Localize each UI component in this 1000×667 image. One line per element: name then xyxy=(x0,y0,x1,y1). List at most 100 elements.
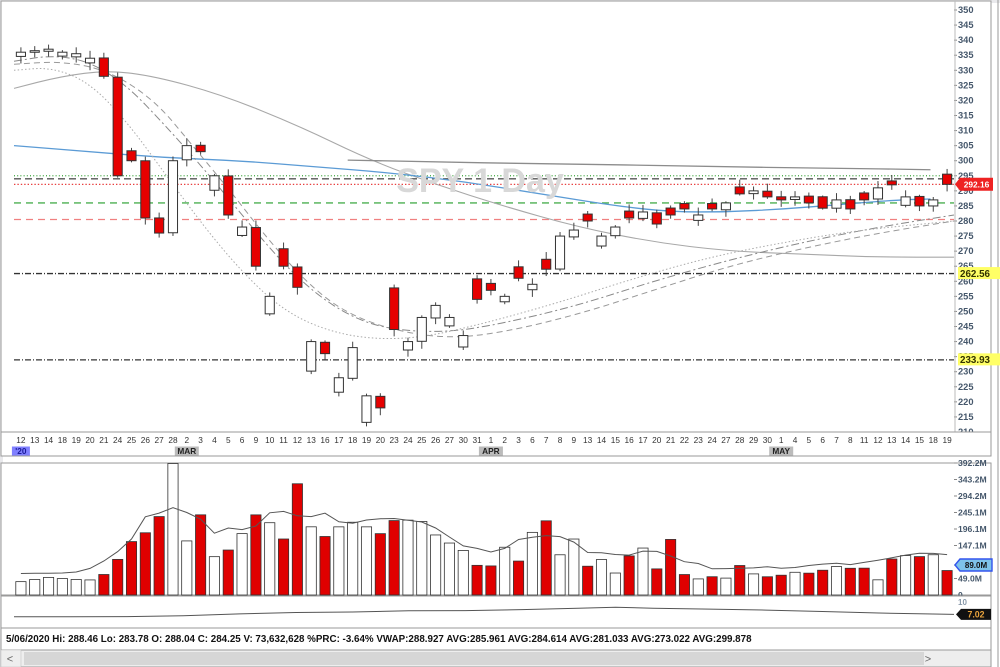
svg-text:1: 1 xyxy=(779,435,784,445)
svg-text:6: 6 xyxy=(820,435,825,445)
svg-text:196.1M: 196.1M xyxy=(958,524,987,534)
svg-text:30: 30 xyxy=(763,435,773,445)
svg-text:'20: '20 xyxy=(15,446,27,456)
svg-text:17: 17 xyxy=(334,435,344,445)
svg-text:9: 9 xyxy=(254,435,259,445)
svg-text:14: 14 xyxy=(44,435,54,445)
svg-text:240: 240 xyxy=(958,337,974,347)
svg-text:4: 4 xyxy=(212,435,217,445)
svg-text:29: 29 xyxy=(749,435,759,445)
svg-text:18: 18 xyxy=(929,435,939,445)
svg-text:285: 285 xyxy=(958,201,974,211)
svg-text:8: 8 xyxy=(558,435,563,445)
svg-text:15: 15 xyxy=(915,435,925,445)
svg-text:3: 3 xyxy=(198,435,203,445)
svg-text:18: 18 xyxy=(58,435,68,445)
svg-text:13: 13 xyxy=(583,435,593,445)
svg-text:245: 245 xyxy=(958,322,974,332)
svg-text:225: 225 xyxy=(958,382,974,392)
svg-text:392.2M: 392.2M xyxy=(958,458,987,468)
svg-text:4: 4 xyxy=(793,435,798,445)
svg-text:7: 7 xyxy=(544,435,549,445)
svg-text:89.0M: 89.0M xyxy=(965,561,988,570)
svg-text:18: 18 xyxy=(348,435,358,445)
svg-text:233.93: 233.93 xyxy=(960,355,991,366)
svg-text:25: 25 xyxy=(417,435,427,445)
svg-text:20: 20 xyxy=(652,435,662,445)
svg-text:262.56: 262.56 xyxy=(960,269,991,280)
svg-text:20: 20 xyxy=(376,435,386,445)
svg-text:22: 22 xyxy=(680,435,690,445)
svg-text:15: 15 xyxy=(611,435,621,445)
svg-text:31: 31 xyxy=(472,435,482,445)
svg-text:5/06/2020 Hi: 288.46 Lo: 2: 5/06/2020 Hi: 288.46 Lo: 283.78 O: 288.0… xyxy=(6,634,752,645)
svg-text:19: 19 xyxy=(72,435,82,445)
svg-text:6: 6 xyxy=(530,435,535,445)
svg-text:3: 3 xyxy=(516,435,521,445)
svg-text:13: 13 xyxy=(307,435,317,445)
svg-text:APR: APR xyxy=(482,446,500,456)
svg-text:16: 16 xyxy=(320,435,330,445)
svg-text:2: 2 xyxy=(184,435,189,445)
svg-text:340: 340 xyxy=(958,35,974,45)
svg-text:5: 5 xyxy=(226,435,231,445)
svg-text:21: 21 xyxy=(666,435,676,445)
svg-text:343.2M: 343.2M xyxy=(958,474,987,484)
svg-text:294.2M: 294.2M xyxy=(958,491,987,501)
svg-text:10: 10 xyxy=(265,435,275,445)
svg-text:270: 270 xyxy=(958,246,974,256)
svg-text:9: 9 xyxy=(572,435,577,445)
svg-text:245.1M: 245.1M xyxy=(958,508,987,518)
svg-text:12: 12 xyxy=(873,435,883,445)
svg-text:21: 21 xyxy=(99,435,109,445)
svg-text:MAR: MAR xyxy=(177,446,196,456)
svg-text:11: 11 xyxy=(279,435,288,445)
svg-text:27: 27 xyxy=(721,435,731,445)
svg-text:16: 16 xyxy=(625,435,635,445)
svg-text:345: 345 xyxy=(958,20,974,30)
svg-text:23: 23 xyxy=(694,435,704,445)
svg-text:24: 24 xyxy=(403,435,413,445)
svg-text:7.02: 7.02 xyxy=(967,609,984,619)
svg-text:27: 27 xyxy=(445,435,455,445)
svg-text:8: 8 xyxy=(848,435,853,445)
svg-text:13: 13 xyxy=(30,435,40,445)
svg-text:>: > xyxy=(925,654,931,666)
svg-text:350: 350 xyxy=(958,5,974,15)
svg-text:25: 25 xyxy=(127,435,137,445)
svg-text:17: 17 xyxy=(638,435,648,445)
svg-text:12: 12 xyxy=(293,435,303,445)
svg-text:12: 12 xyxy=(16,435,26,445)
svg-text:230: 230 xyxy=(958,367,974,377)
svg-text:19: 19 xyxy=(362,435,372,445)
svg-text:MAY: MAY xyxy=(772,446,790,456)
svg-text:220: 220 xyxy=(958,397,974,407)
svg-text:215: 215 xyxy=(958,412,974,422)
svg-text:49.0M: 49.0M xyxy=(958,574,982,584)
svg-text:147.1M: 147.1M xyxy=(958,540,987,550)
svg-text:320: 320 xyxy=(958,95,974,105)
svg-text:255: 255 xyxy=(958,291,974,301)
svg-text:10: 10 xyxy=(958,598,967,607)
svg-text:30: 30 xyxy=(459,435,469,445)
svg-text:26: 26 xyxy=(141,435,151,445)
svg-text:13: 13 xyxy=(887,435,897,445)
svg-text:300: 300 xyxy=(958,156,974,166)
svg-text:325: 325 xyxy=(958,80,974,90)
svg-text:2: 2 xyxy=(502,435,507,445)
svg-text:28: 28 xyxy=(735,435,745,445)
svg-text:14: 14 xyxy=(597,435,607,445)
svg-text:292.16: 292.16 xyxy=(964,180,990,190)
svg-text:280: 280 xyxy=(958,216,974,226)
svg-text:275: 275 xyxy=(958,231,974,241)
svg-text:27: 27 xyxy=(155,435,165,445)
svg-text:315: 315 xyxy=(958,111,974,121)
svg-text:20: 20 xyxy=(85,435,95,445)
svg-text:335: 335 xyxy=(958,50,974,60)
svg-text:7: 7 xyxy=(834,435,839,445)
svg-text:310: 310 xyxy=(958,126,974,136)
svg-text:6: 6 xyxy=(240,435,245,445)
svg-text:250: 250 xyxy=(958,306,974,316)
svg-text:305: 305 xyxy=(958,141,974,151)
svg-text:5: 5 xyxy=(807,435,812,445)
